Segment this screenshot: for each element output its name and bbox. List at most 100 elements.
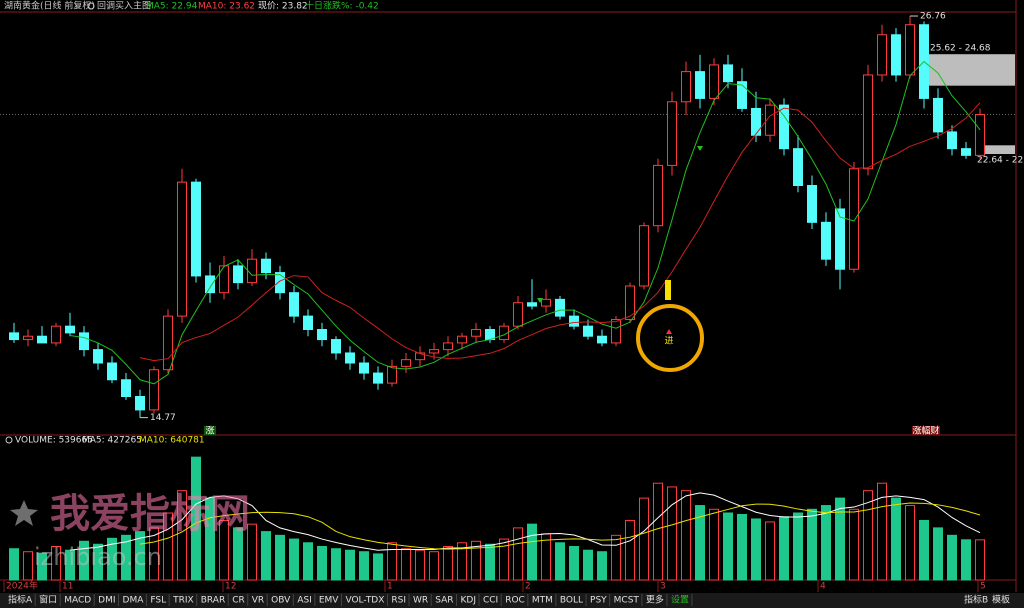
volume-bar [457, 542, 467, 581]
date-label: 11 [62, 582, 73, 592]
volume-bar [149, 527, 159, 581]
volume-ma10-label: MA10: 640781 [139, 436, 205, 446]
signal-label: 进 [664, 336, 673, 347]
icon [87, 2, 95, 10]
candle-body [779, 104, 789, 150]
watermark-url: izhibiao.cn [34, 543, 162, 571]
candle-body [751, 107, 761, 136]
tab[interactable]: 更多 [646, 594, 664, 606]
candle-body [457, 335, 467, 344]
volume-bar [23, 551, 33, 581]
tab[interactable]: EMV [319, 596, 339, 606]
volume-bar [639, 497, 649, 581]
tab[interactable]: OBV [271, 596, 291, 606]
volume-bar [597, 551, 607, 581]
watermark-star [10, 500, 38, 526]
tab[interactable]: WR [413, 596, 428, 606]
tab[interactable]: 窗口 [39, 594, 57, 606]
candle-body [555, 298, 565, 317]
tab[interactable]: RSI [391, 596, 406, 606]
tab[interactable]: FSL [150, 596, 166, 606]
tab[interactable]: BRAR [201, 596, 225, 606]
candle-body [443, 342, 453, 351]
candle-body [961, 148, 971, 156]
watermark: 我爱指标网 izhibiao.cn [10, 491, 250, 571]
candle-body [261, 258, 271, 274]
candle-body [331, 339, 341, 354]
volume-bar [695, 505, 705, 581]
signal-bar [665, 280, 671, 300]
candle-body [793, 148, 803, 186]
volume-bar [429, 551, 439, 581]
tab[interactable]: VOL-TDX [345, 596, 384, 606]
candle-body [149, 369, 159, 411]
zone-box [975, 145, 1015, 155]
tab[interactable]: CR [232, 596, 245, 606]
volume-bar [793, 512, 803, 581]
volume-ma10-line [139, 502, 981, 550]
volume-bar [317, 546, 327, 581]
candle-body [317, 329, 327, 341]
volume-bar [415, 549, 425, 581]
tab[interactable]: 设置 [671, 595, 689, 606]
rise-label: 涨 [205, 426, 214, 437]
tab[interactable]: TRIX [172, 596, 194, 606]
volume-bar [485, 543, 495, 581]
tab[interactable]: 模板 [992, 594, 1010, 606]
candle-body [653, 164, 663, 227]
tab[interactable]: BOLL [560, 596, 583, 606]
candle-body [359, 362, 369, 374]
tab[interactable]: SAR [435, 596, 453, 606]
date-label: 1 [387, 582, 393, 592]
tab[interactable]: 指标A [8, 594, 33, 606]
volume-bar [877, 482, 887, 581]
candle-body [471, 329, 481, 337]
tab[interactable]: MCST [614, 596, 640, 606]
candle-body [23, 335, 33, 341]
volume-bar [65, 549, 75, 581]
volume-bar [527, 523, 537, 581]
tab[interactable]: CCI [483, 596, 498, 606]
date-label: 5 [980, 582, 986, 592]
candle-body [275, 272, 285, 294]
tab[interactable]: VR [252, 596, 264, 606]
candle-body [429, 349, 439, 354]
volume-bar [177, 490, 187, 581]
tab[interactable]: KDJ [460, 596, 476, 606]
tab[interactable]: PSY [590, 596, 607, 606]
tab[interactable]: DMA [123, 596, 145, 606]
tab[interactable]: 指标B [964, 594, 988, 606]
indicator-name: 回调买入主图 [97, 0, 151, 12]
volume-bar [471, 540, 481, 581]
candle-body [79, 332, 89, 351]
high-label: 26.76 [920, 12, 946, 22]
date-label: 3 [660, 582, 666, 592]
tab[interactable]: DMI [98, 596, 115, 606]
tab[interactable]: MACD [64, 596, 91, 606]
candle-body [611, 318, 621, 344]
volume-bar [583, 549, 593, 581]
candle-body [233, 265, 243, 284]
volume-ma5-label: MA5: 427265 [82, 436, 142, 446]
volume-bar [499, 538, 509, 581]
candle-body [905, 24, 915, 76]
candle-body [527, 302, 537, 307]
rise-label: 涨幅财 [912, 425, 939, 437]
candle-body [205, 275, 215, 294]
volume-bar [247, 523, 257, 581]
ma10-label: MA10: 23.62 [198, 2, 255, 12]
tab[interactable]: ROC [505, 596, 525, 606]
volume-bar [779, 516, 789, 581]
candle-body [569, 315, 579, 327]
candle-body [765, 104, 775, 136]
volume-bar [723, 512, 733, 581]
candle-body [177, 181, 187, 317]
tab[interactable]: ASI [297, 596, 312, 606]
tab[interactable]: MTM [532, 596, 553, 606]
rise-box [204, 426, 216, 435]
candle-body [289, 292, 299, 317]
candle-body [107, 362, 117, 381]
candle-body [247, 258, 257, 284]
candle-body [191, 181, 201, 277]
candle-body [849, 168, 859, 270]
